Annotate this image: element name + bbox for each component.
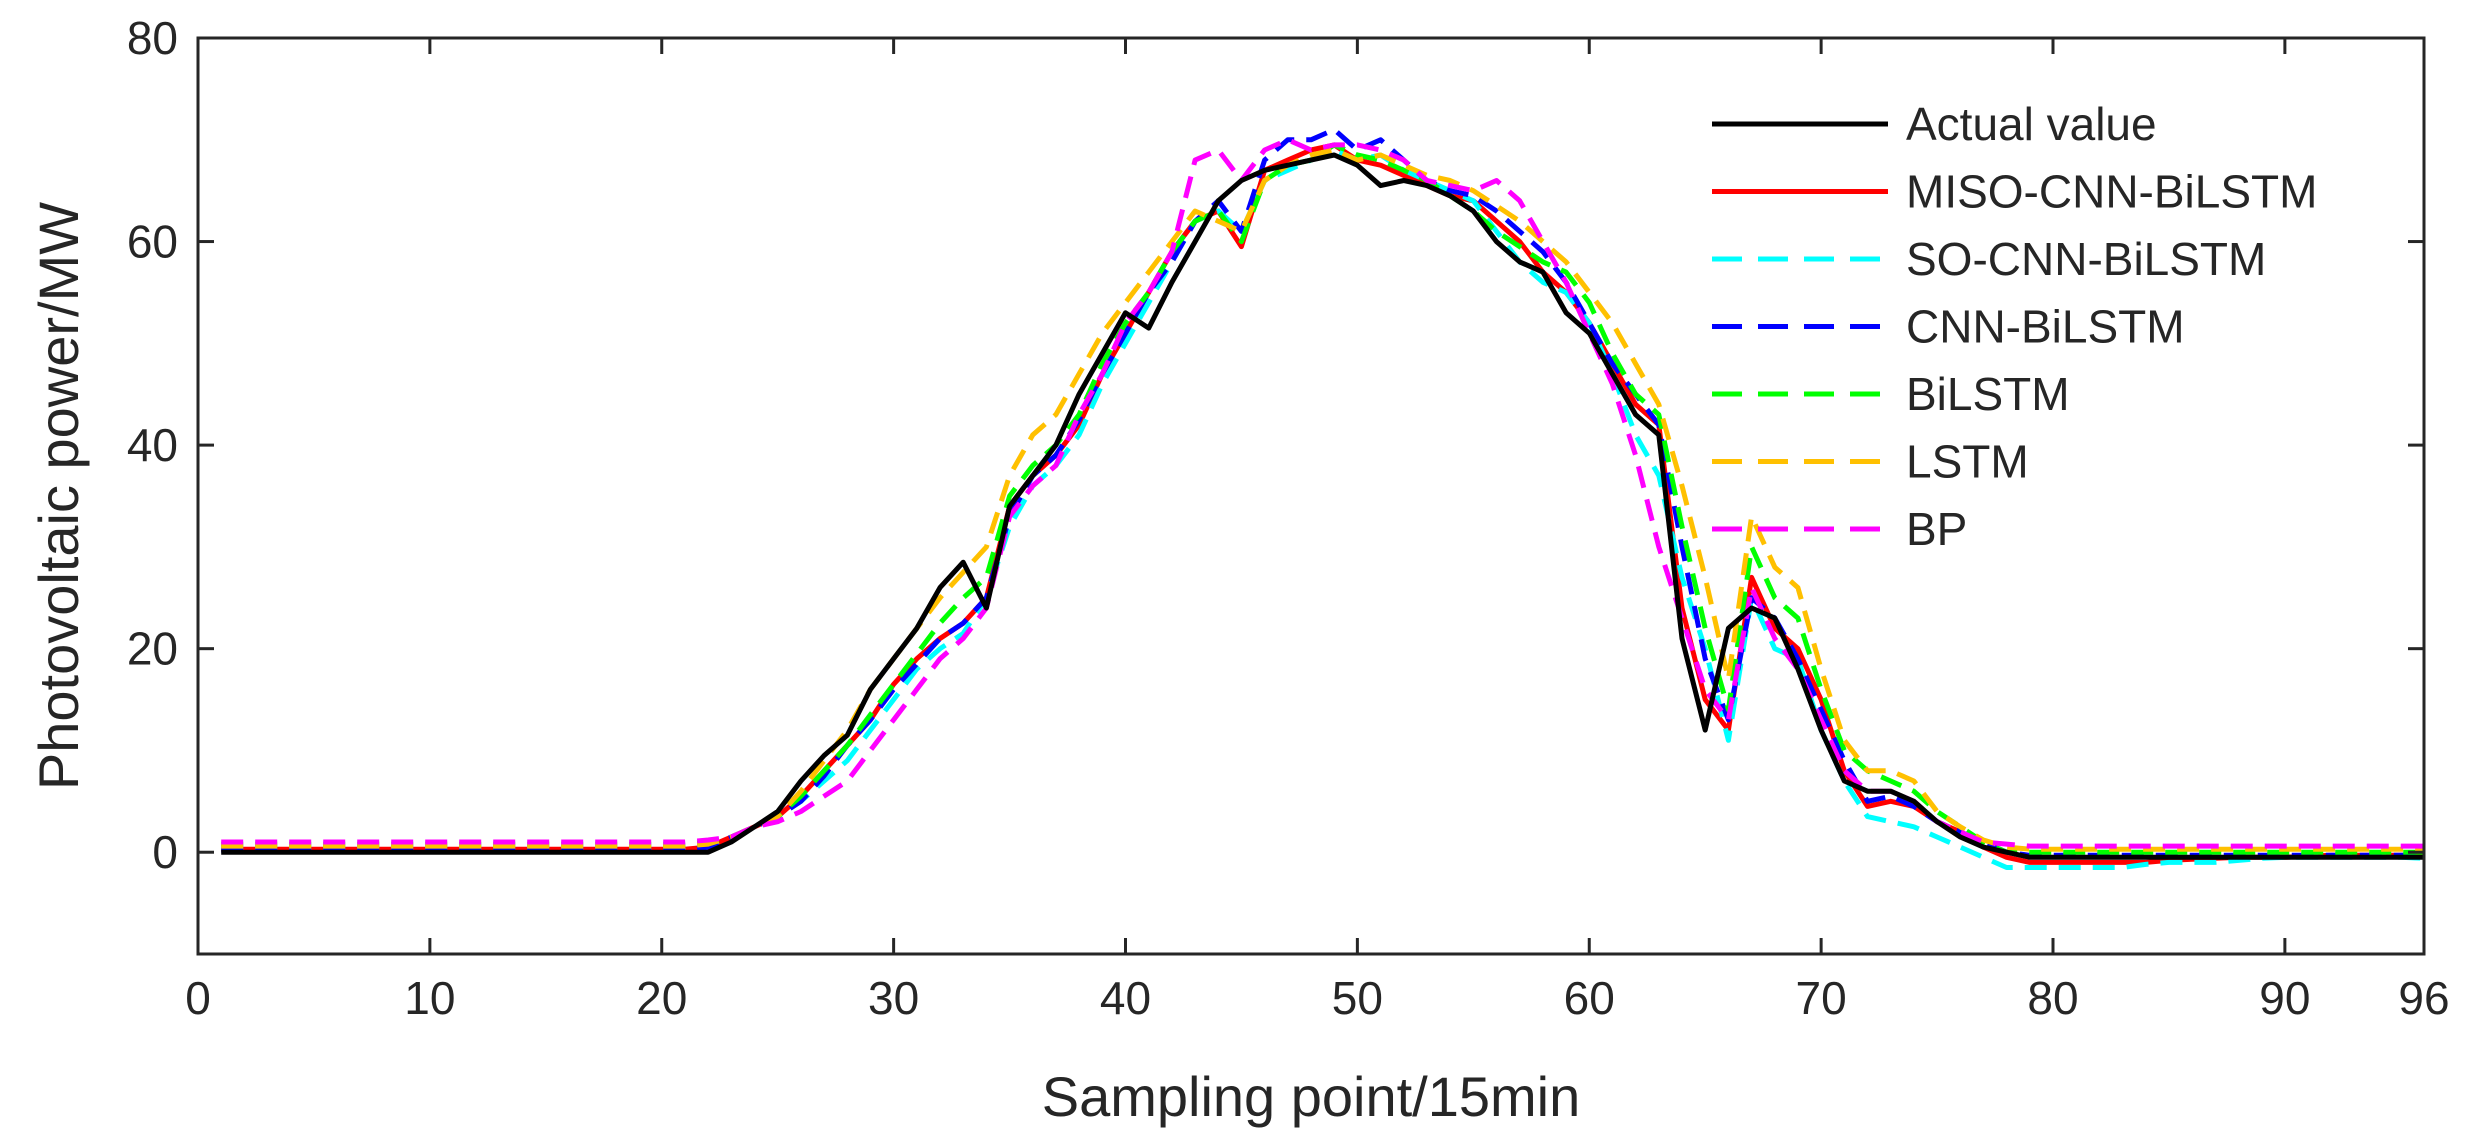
x-tick-label: 10 <box>404 972 455 1024</box>
x-tick-label: 30 <box>868 972 919 1024</box>
series-line-actual-value <box>221 152 2424 860</box>
x-tick-label: 20 <box>636 972 687 1024</box>
plot-frame <box>196 36 2426 956</box>
x-axis-label: Sampling point/15min <box>1042 1065 1581 1128</box>
legend-label-cnn-bilstm: CNN-BiLSTM <box>1906 301 2185 353</box>
x-tick-label: 80 <box>2027 972 2078 1024</box>
series-line-miso-cnn-bilstm <box>221 142 2424 865</box>
y-tick-label: 0 <box>152 826 178 878</box>
x-tick-label: 50 <box>1332 972 1383 1024</box>
legend-label-so-cnn-bilstm: SO-CNN-BiLSTM <box>1906 233 2266 285</box>
legend-label-bilstm: BiLSTM <box>1906 368 2070 420</box>
legend: Actual value MISO-CNN-BiLSTM SO-CNN-BiLSTM… <box>1712 98 2317 555</box>
legend-label-bp: BP <box>1906 503 1967 555</box>
y-tick-label: 40 <box>127 419 178 471</box>
y-tick-label: 60 <box>127 216 178 268</box>
x-tick-label: 60 <box>1564 972 1615 1024</box>
y-tick-label: 80 <box>127 12 178 64</box>
legend-label-actual-value: Actual value <box>1906 98 2157 150</box>
series-lines <box>221 127 2425 870</box>
axis-ticks: 0 10 20 30 40 50 60 70 80 90 96 0 20 40 60 80 <box>127 12 2450 1024</box>
x-tick-label: 90 <box>2259 972 2310 1024</box>
x-tick-label: 40 <box>1100 972 1151 1024</box>
y-tick-label: 20 <box>127 623 178 675</box>
x-tick-label: 70 <box>1796 972 1847 1024</box>
series-line-lstm <box>221 147 2424 852</box>
legend-label-miso-cnn-bilstm: MISO-CNN-BiLSTM <box>1906 166 2317 218</box>
legend-label-lstm: LSTM <box>1906 436 2029 488</box>
x-tick-label: 0 <box>185 972 211 1024</box>
y-axis-label: Photovoltaic power/MW <box>27 202 90 790</box>
x-tick-label: 96 <box>2398 972 2449 1024</box>
